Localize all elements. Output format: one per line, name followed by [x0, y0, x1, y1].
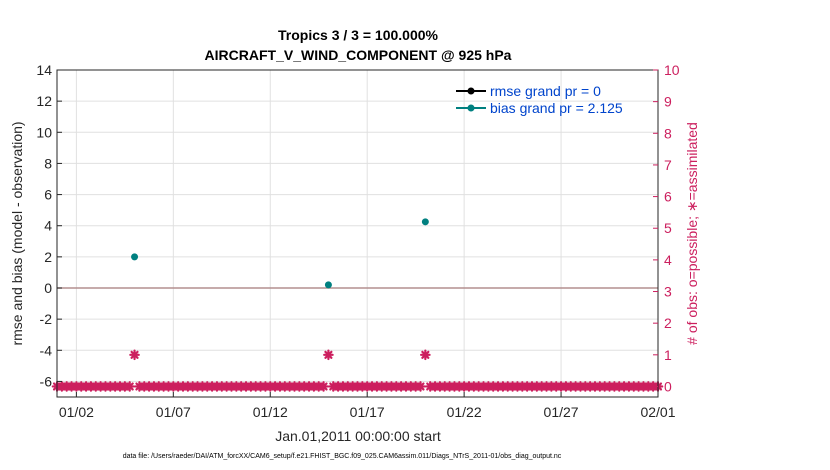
bias-point	[421, 218, 429, 226]
left-tick-label: -6	[40, 373, 53, 389]
x-tick-label: 01/22	[447, 404, 482, 420]
left-tick-label: 8	[44, 155, 52, 171]
obs-count-spike-marker	[129, 349, 140, 361]
legend-bias-marker	[467, 104, 475, 112]
y-axis-label-left: rmse and bias (model - observation)	[9, 121, 25, 345]
obs-count-marker	[124, 381, 136, 392]
right-tick-label: 10	[664, 62, 680, 78]
legend-bias-text: bias grand pr = 2.125	[490, 100, 623, 116]
right-tick-label: 2	[664, 315, 672, 331]
right-axis-ticks: 0 1 2 3 4 5 6 7 8 9 10	[653, 62, 680, 394]
y-axis-label-right: # of obs: o=possible; ∗=assimilated	[684, 122, 700, 345]
left-tick-label: 12	[36, 93, 52, 109]
right-tick-label: 3	[664, 284, 672, 300]
right-tick-label: 1	[664, 347, 672, 363]
right-tick-label: 6	[664, 189, 672, 205]
legend: rmse grand pr = 0 bias grand pr = 2.125	[456, 83, 623, 116]
right-tick-label: 7	[664, 157, 672, 173]
bias-point	[324, 281, 332, 289]
x-axis-ticks: 01/02 01/07 01/12 01/17 01/22 01/27 02/01	[59, 392, 676, 420]
left-tick-label: 14	[36, 62, 52, 78]
chart-title-line-2: AIRCRAFT_V_WIND_COMPONENT @ 925 hPa	[205, 47, 512, 63]
bias-point	[131, 253, 139, 261]
x-axis-label: Jan.01,2011 00:00:00 start	[275, 428, 441, 444]
legend-rmse-marker	[467, 87, 475, 95]
x-tick-label: 01/12	[253, 404, 288, 420]
left-tick-label: 10	[36, 124, 52, 140]
left-axis-ticks: -6 -4 -2 0 2 4 6 8 10 12 14	[36, 62, 62, 389]
right-tick-label: 8	[664, 125, 672, 141]
x-tick-label: 01/27	[544, 404, 579, 420]
plot-frame	[56, 69, 659, 398]
left-tick-label: 4	[44, 218, 52, 234]
footer-data-file: data file: /Users/raeder/DAI/ATM_forcXX/…	[123, 453, 562, 460]
left-tick-label: 6	[44, 187, 52, 203]
left-tick-label: 0	[44, 280, 52, 296]
plot-area	[57, 70, 658, 397]
x-tick-label: 02/01	[640, 404, 675, 420]
chart-title-line-1: Tropics 3 / 3 = 100.000%	[278, 27, 438, 43]
x-tick-label: 01/17	[350, 404, 385, 420]
right-tick-label: 5	[664, 220, 672, 236]
obs-count-spike-marker	[420, 349, 431, 361]
data-layer	[51, 218, 664, 392]
right-tick-label: 0	[664, 378, 672, 394]
right-tick-label: 4	[664, 252, 672, 268]
right-tick-label: 9	[664, 94, 672, 110]
left-tick-label: -2	[40, 311, 53, 327]
obs-count-marker	[415, 381, 426, 392]
left-tick-label: -4	[40, 342, 53, 358]
x-tick-label: 01/07	[156, 404, 191, 420]
left-tick-label: 2	[44, 249, 52, 265]
obs-count-spike-marker	[323, 349, 334, 361]
x-tick-label: 01/02	[59, 404, 94, 420]
obs-count-marker	[318, 381, 329, 392]
legend-rmse-text: rmse grand pr = 0	[490, 83, 601, 99]
